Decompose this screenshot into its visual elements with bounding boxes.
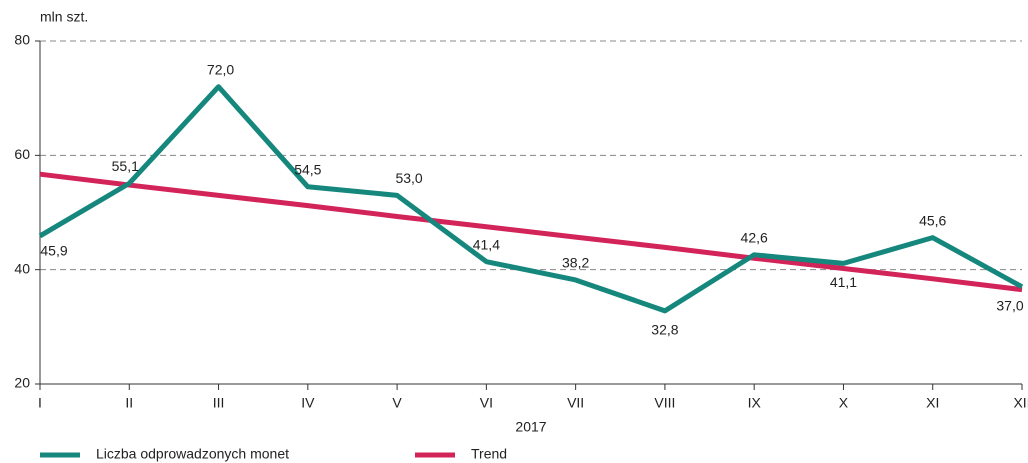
x-tick-label: II xyxy=(125,395,133,411)
data-label: 37,0 xyxy=(996,298,1023,314)
x-tick-label: VII xyxy=(567,395,584,411)
x-tick-label: V xyxy=(392,395,402,411)
y-axis-label: mln szt. xyxy=(40,9,88,25)
data-label: 54,5 xyxy=(294,161,321,177)
legend-label: Trend xyxy=(471,446,507,462)
x-tick-label: VIII xyxy=(654,395,675,411)
x-axis-label: 2017 xyxy=(515,419,546,435)
legend-label: Liczba odprowadzonych monet xyxy=(96,446,289,462)
series-line xyxy=(39,171,1023,293)
x-tick-label: XII xyxy=(1013,395,1028,411)
data-label: 55,1 xyxy=(112,158,139,174)
data-label: 72,0 xyxy=(207,61,234,77)
y-tick-label: 40 xyxy=(14,260,30,276)
y-tick-label: 60 xyxy=(14,146,30,162)
data-label: 41,4 xyxy=(473,236,500,252)
x-tick-label: IV xyxy=(301,395,315,411)
x-tick-label: I xyxy=(38,395,42,411)
x-tick-label: XI xyxy=(926,395,939,411)
data-label: 38,2 xyxy=(562,255,589,271)
data-label: 41,1 xyxy=(830,274,857,290)
series-line xyxy=(38,84,1024,314)
y-tick-label: 20 xyxy=(14,375,30,391)
data-label: 45,9 xyxy=(40,243,67,259)
x-tick-label: III xyxy=(213,395,225,411)
data-label: 53,0 xyxy=(395,170,422,186)
data-label: 32,8 xyxy=(651,322,678,338)
data-label: 42,6 xyxy=(741,230,768,246)
x-tick-label: VI xyxy=(480,395,493,411)
data-label: 45,6 xyxy=(919,212,946,228)
x-tick-label: X xyxy=(839,395,849,411)
x-tick-label: IX xyxy=(748,395,762,411)
y-tick-label: 80 xyxy=(14,32,30,48)
